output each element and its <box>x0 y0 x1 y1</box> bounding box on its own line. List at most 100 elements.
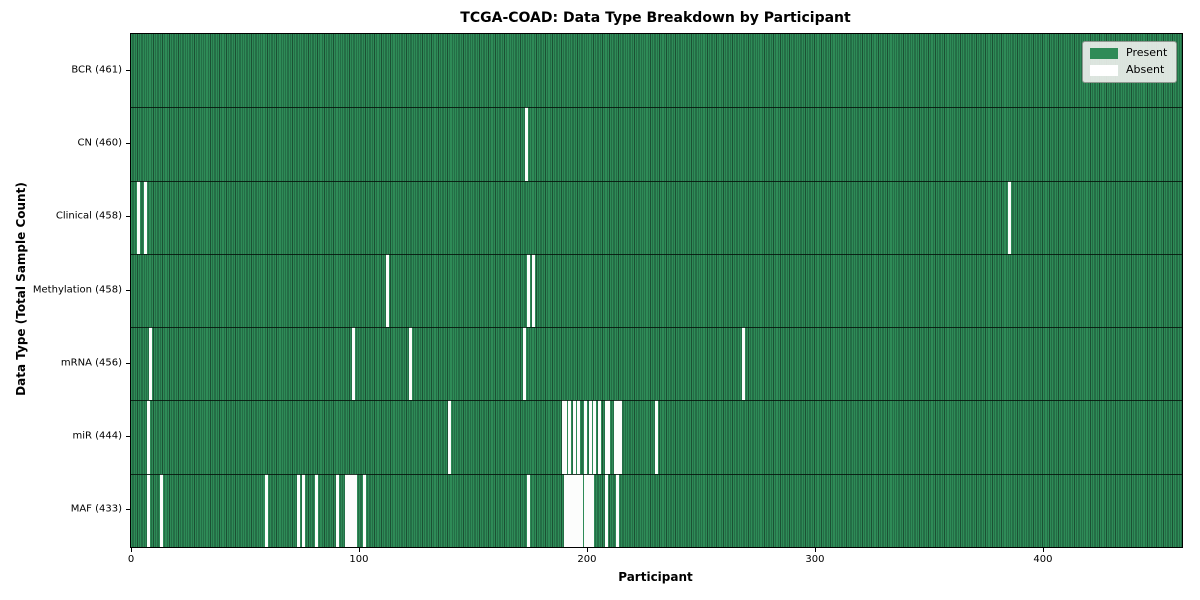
absent-stripe <box>527 473 531 547</box>
heatmap-row-methylation <box>131 253 1182 328</box>
legend-label: Present <box>1126 46 1168 59</box>
absent-stripe <box>579 473 583 547</box>
absent-stripe <box>315 473 319 547</box>
y-tick <box>126 69 130 71</box>
absent-stripe <box>566 473 570 547</box>
absent-stripe <box>577 473 581 547</box>
absent-stripe <box>137 180 141 254</box>
absent-stripe <box>301 473 305 547</box>
y-tick-label: mRNA (456) <box>60 357 122 369</box>
absent-stripe <box>584 473 588 547</box>
absent-stripe <box>577 400 581 474</box>
absent-stripe <box>265 473 269 547</box>
y-tick-label: CN (460) <box>77 137 122 149</box>
absent-stripe <box>347 473 351 547</box>
y-tick-label: MAF (433) <box>70 503 122 515</box>
y-tick <box>126 436 130 438</box>
y-tick <box>126 142 130 144</box>
absent-stripe <box>148 327 152 401</box>
x-axis-label: Participant <box>618 570 693 584</box>
present-swatch-icon <box>1090 47 1118 59</box>
absent-stripe <box>344 473 348 547</box>
absent-stripe <box>160 473 164 547</box>
plot-area <box>130 33 1183 548</box>
absent-stripe <box>351 473 355 547</box>
absent-stripe <box>593 400 597 474</box>
row-separator <box>131 253 1182 255</box>
y-tick <box>126 216 130 218</box>
x-tick-label: 0 <box>127 554 135 565</box>
absent-stripe <box>655 400 658 474</box>
absent-stripe <box>563 473 567 547</box>
y-tick-label: miR (444) <box>72 430 122 442</box>
y-tick <box>126 289 130 291</box>
absent-stripe <box>349 473 353 547</box>
absent-stripe <box>572 400 576 474</box>
absent-stripe <box>618 400 622 474</box>
absent-stripe <box>146 400 150 474</box>
absent-stripe <box>604 400 608 474</box>
absent-stripe <box>607 400 611 474</box>
y-tick <box>126 362 130 364</box>
absent-stripe <box>584 400 588 474</box>
absent-stripe <box>616 473 620 547</box>
absent-stripe <box>741 327 745 401</box>
row-separator <box>131 107 1182 109</box>
row-separator <box>131 400 1182 402</box>
absent-stripe <box>354 473 358 547</box>
absent-stripe <box>1008 180 1012 254</box>
absent-stripe <box>561 400 565 474</box>
heatmap-row-bcr <box>131 34 1182 107</box>
y-tick-label: Clinical (458) <box>55 210 122 222</box>
x-tick-label: 300 <box>805 554 825 565</box>
absent-stripe <box>351 327 355 401</box>
heatmap-row-cn <box>131 107 1182 181</box>
absent-stripe <box>568 400 572 474</box>
absent-stripe <box>572 473 576 547</box>
legend-entry-absent: Absent <box>1090 64 1169 76</box>
absent-stripe <box>527 253 531 328</box>
absent-stripe <box>588 400 592 474</box>
row-separator <box>131 473 1182 475</box>
absent-stripe <box>616 400 620 474</box>
row-separator <box>131 327 1182 329</box>
heatmap-row-maf <box>131 473 1182 547</box>
absent-stripe <box>531 253 535 328</box>
heatmap-row-mir <box>131 400 1182 474</box>
absent-stripe <box>522 327 526 401</box>
y-tick-label: BCR (461) <box>71 64 122 76</box>
chart-title: TCGA-COAD: Data Type Breakdown by Partic… <box>460 10 851 26</box>
row-separator <box>131 180 1182 182</box>
absent-stripe <box>335 473 339 547</box>
y-tick-label: Methylation (458) <box>32 284 122 295</box>
absent-stripe <box>598 400 601 474</box>
x-tick <box>586 548 588 552</box>
y-tick <box>126 509 130 511</box>
absent-stripe <box>588 473 592 547</box>
absent-stripe <box>575 473 579 547</box>
absent-stripe <box>586 473 590 547</box>
legend-label: Absent <box>1126 63 1165 76</box>
x-tick <box>1042 548 1044 552</box>
x-tick-label: 100 <box>349 554 369 565</box>
absent-stripe <box>297 473 301 547</box>
x-tick-label: 200 <box>577 554 597 565</box>
x-tick <box>358 548 360 552</box>
absent-stripe <box>563 400 567 474</box>
absent-stripe <box>591 473 595 547</box>
absent-swatch-icon <box>1090 64 1118 76</box>
heatmap-row-clinical <box>131 180 1182 254</box>
x-tick <box>131 548 132 552</box>
absent-stripe <box>363 473 367 547</box>
x-tick-label: 400 <box>1033 554 1053 565</box>
heatmap-row-mrna <box>131 327 1182 401</box>
absent-stripe <box>385 253 389 328</box>
absent-stripe <box>447 400 451 474</box>
legend-entry-present: Present <box>1090 47 1169 59</box>
absent-stripe <box>144 180 148 254</box>
x-tick <box>814 548 816 552</box>
absent-stripe <box>408 327 412 401</box>
absent-stripe <box>604 473 608 547</box>
absent-stripe <box>568 473 572 547</box>
